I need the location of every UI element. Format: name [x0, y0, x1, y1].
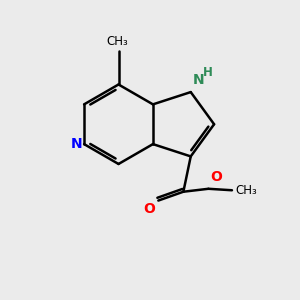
- Text: N: N: [71, 137, 82, 151]
- Text: O: O: [143, 202, 155, 216]
- Text: H: H: [203, 66, 213, 79]
- Text: N: N: [193, 73, 205, 87]
- Text: CH₃: CH₃: [236, 184, 257, 197]
- Text: O: O: [210, 170, 222, 184]
- Text: CH₃: CH₃: [106, 35, 128, 48]
